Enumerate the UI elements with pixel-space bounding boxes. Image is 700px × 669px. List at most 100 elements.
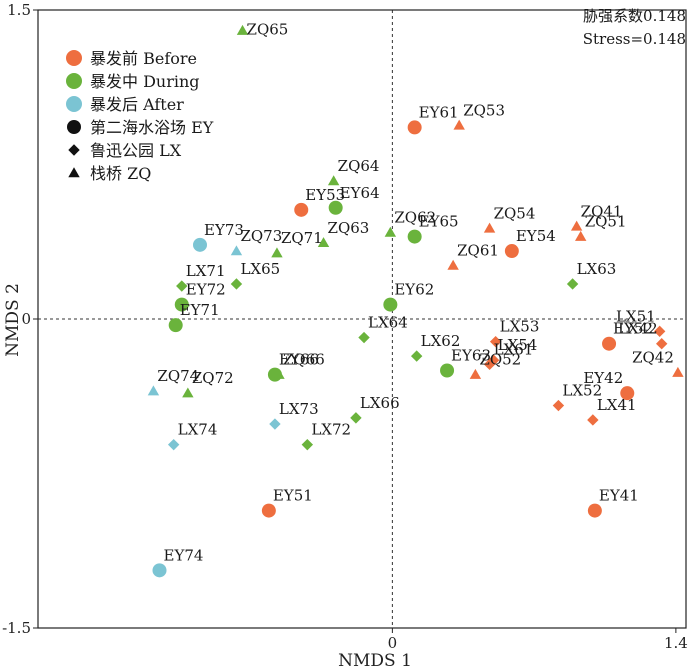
data-points [147,24,684,578]
stress-coefficient-cn: 胁强系数0.148 [583,7,686,25]
point-label-zq72: ZQ72 [192,369,234,387]
point-label-lx61: LX61 [494,340,534,358]
point-label-lx73: LX73 [279,400,319,418]
point-ey72 [174,297,189,312]
point-lx74 [167,438,180,451]
point-zq63 [317,237,330,248]
y-axis-title: NMDS 2 [3,283,23,357]
point-label-ey62: EY62 [394,281,434,299]
zero-reference-lines [38,10,686,628]
point-label-ey52: EY52 [613,320,653,338]
point-ey52 [602,336,617,351]
point-label-lx74: LX74 [178,421,218,439]
point-zq66 [273,368,285,379]
point-label-zq54: ZQ54 [494,204,536,222]
point-ey61 [407,120,422,135]
legend-marker-period-1 [66,73,82,89]
point-label-lx62: LX62 [421,332,461,350]
point-zq71 [271,247,283,258]
legend-label-site-0: 第二海水浴场 EY [90,118,214,137]
point-label-lx64: LX64 [368,314,408,332]
point-label-ey65: EY65 [419,213,459,231]
point-lx62 [410,350,423,362]
point-ey41 [587,503,602,518]
point-label-zq63: ZQ63 [328,219,370,237]
point-label-zq42: ZQ42 [632,349,674,367]
point-label-zq53: ZQ53 [463,101,505,119]
point-label-zq66: ZQ66 [283,351,325,369]
legend-label-site-1: 鲁迅公园 LX [90,141,182,160]
point-ey42 [620,386,635,401]
point-label-ey41: EY41 [599,487,639,505]
point-zq65 [236,24,249,35]
point-zq42 [672,366,684,377]
point-lx42 [656,338,668,350]
point-ey54 [504,244,519,259]
point-ey62 [383,297,398,312]
point-lx71 [176,280,188,292]
point-label-zq61: ZQ61 [457,241,499,259]
point-label-zq41: ZQ41 [581,202,623,220]
legend: 暴发前 Before 暴发中 During 暴发后 After 第二海水浴场 EY 鲁迅… [66,49,214,183]
point-zq62 [384,226,397,237]
legend-marker-site-0 [67,120,81,134]
point-lx52 [552,399,565,412]
legend-marker-period-0 [66,50,82,66]
point-label-ey72: EY72 [186,281,226,299]
point-label-ey54: EY54 [516,227,556,245]
point-zq61 [447,259,459,270]
point-ey51 [261,503,276,518]
point-lx53 [489,335,502,348]
legend-marker-site-1 [68,144,80,156]
point-label-zq62: ZQ62 [394,208,436,226]
y-tick-label: -1.5 [2,619,31,637]
x-tick-label: 1.4 [664,634,688,652]
legend-label-period-1: 暴发中 During [90,72,200,91]
point-lx64 [358,331,370,344]
point-label-ey71: EY71 [180,301,220,319]
point-zq51 [575,230,587,241]
legend-label-period-0: 暴发前 Before [90,49,197,68]
legend-label-period-2: 暴发后 After [90,95,184,114]
stress-value: Stress=0.148 [583,30,686,48]
legend-label-site-2: 栈桥 ZQ [90,164,151,183]
point-zq72 [182,387,194,398]
legend-marker-period-2 [66,96,82,112]
point-label-ey74: EY74 [164,546,204,564]
point-label-lx42: LX42 [618,320,658,338]
point-ey73 [193,237,207,252]
point-label-ey66: EY66 [279,351,319,369]
point-label-ey51: EY51 [273,487,313,505]
point-ey74 [152,563,167,578]
point-lx61 [483,358,496,371]
y-tick-label: 0 [21,310,31,328]
point-ey71 [168,318,183,333]
point-label-zq51: ZQ51 [585,213,627,231]
legend-marker-site-2 [68,167,80,178]
point-ey53 [294,202,309,217]
point-label-zq71: ZQ71 [281,229,323,247]
point-label-ey73: EY73 [204,221,244,239]
point-label-zq73: ZQ73 [240,227,282,245]
point-label-ey61: EY61 [419,103,459,121]
point-label-lx51: LX51 [616,307,656,325]
point-label-zq74: ZQ74 [157,367,199,385]
point-label-zq65: ZQ65 [247,21,289,39]
point-ey63 [440,363,455,378]
point-label-lx72: LX72 [311,421,351,439]
point-zq52 [469,368,482,379]
point-label-ey53: EY53 [305,186,345,204]
point-label-lx63: LX63 [577,260,617,278]
point-zq41 [570,220,583,231]
point-zq54 [483,222,496,233]
x-axis-title: NMDS 1 [338,651,412,669]
point-zq53 [453,119,465,130]
point-label-ey64: EY64 [340,184,380,202]
point-zq64 [327,175,340,186]
point-lx72 [301,438,314,451]
point-lx51 [653,325,666,338]
point-lx41 [587,414,599,426]
point-label-lx52: LX52 [562,382,602,400]
